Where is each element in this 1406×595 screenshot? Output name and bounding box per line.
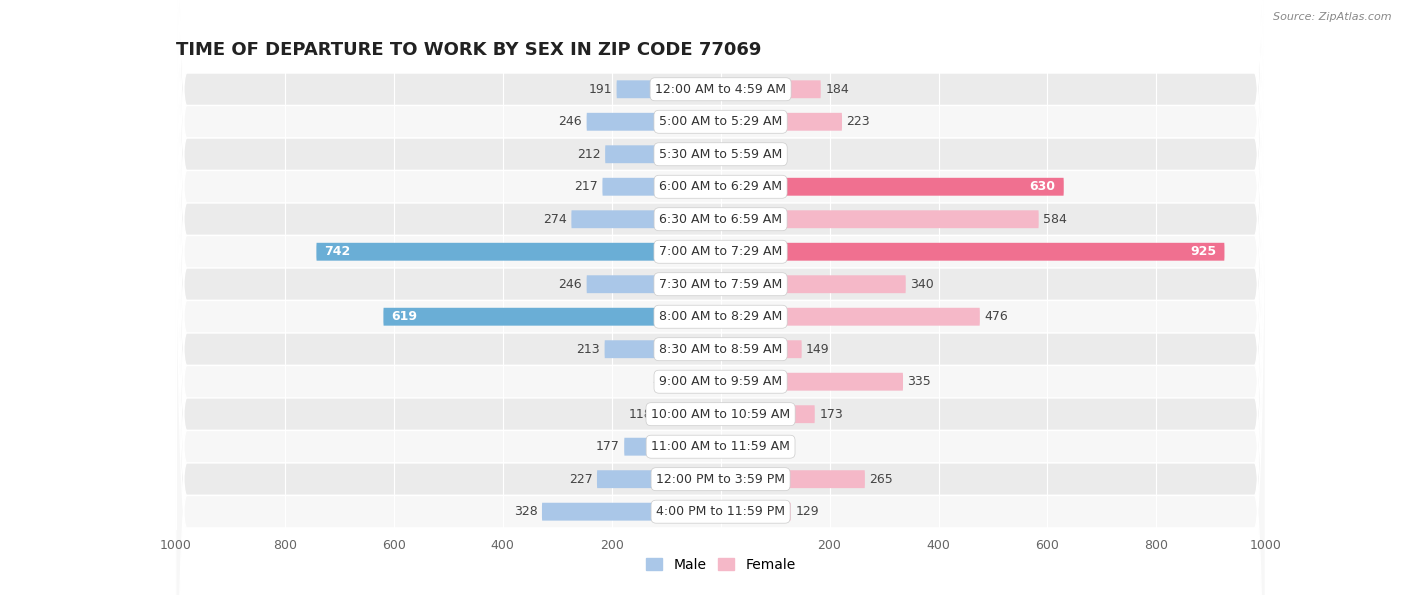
FancyBboxPatch shape (176, 0, 1265, 595)
FancyBboxPatch shape (598, 470, 721, 488)
Text: 4:00 PM to 11:59 PM: 4:00 PM to 11:59 PM (657, 505, 785, 518)
Text: 8:30 AM to 8:59 AM: 8:30 AM to 8:59 AM (659, 343, 782, 356)
Text: 177: 177 (596, 440, 620, 453)
FancyBboxPatch shape (616, 80, 721, 98)
FancyBboxPatch shape (176, 0, 1265, 595)
Text: 584: 584 (1043, 213, 1067, 226)
Text: 9:00 AM to 9:59 AM: 9:00 AM to 9:59 AM (659, 375, 782, 388)
FancyBboxPatch shape (176, 0, 1265, 595)
FancyBboxPatch shape (176, 0, 1265, 595)
Text: 10:00 AM to 10:59 AM: 10:00 AM to 10:59 AM (651, 408, 790, 421)
Text: 476: 476 (984, 310, 1008, 323)
FancyBboxPatch shape (721, 243, 1225, 261)
FancyBboxPatch shape (721, 373, 903, 391)
Text: 742: 742 (325, 245, 350, 258)
Text: 11:00 AM to 11:59 AM: 11:00 AM to 11:59 AM (651, 440, 790, 453)
FancyBboxPatch shape (176, 0, 1265, 595)
Text: 173: 173 (820, 408, 844, 421)
Text: 8:00 AM to 8:29 AM: 8:00 AM to 8:29 AM (659, 310, 782, 323)
FancyBboxPatch shape (176, 0, 1265, 595)
Text: 6:00 AM to 6:29 AM: 6:00 AM to 6:29 AM (659, 180, 782, 193)
Text: 12:00 PM to 3:59 PM: 12:00 PM to 3:59 PM (657, 472, 785, 486)
Text: 184: 184 (825, 83, 849, 96)
Text: 217: 217 (574, 180, 598, 193)
Text: 340: 340 (910, 278, 934, 291)
FancyBboxPatch shape (721, 405, 815, 423)
FancyBboxPatch shape (721, 178, 1064, 196)
FancyBboxPatch shape (605, 145, 721, 163)
Text: 630: 630 (1029, 180, 1056, 193)
FancyBboxPatch shape (721, 503, 790, 521)
FancyBboxPatch shape (176, 0, 1265, 595)
Text: 265: 265 (869, 472, 893, 486)
Text: TIME OF DEPARTURE TO WORK BY SEX IN ZIP CODE 77069: TIME OF DEPARTURE TO WORK BY SEX IN ZIP … (176, 40, 761, 59)
Text: 6:30 AM to 6:59 AM: 6:30 AM to 6:59 AM (659, 213, 782, 226)
Text: 36: 36 (745, 148, 761, 161)
FancyBboxPatch shape (384, 308, 721, 325)
FancyBboxPatch shape (602, 178, 721, 196)
Text: 223: 223 (846, 115, 870, 129)
FancyBboxPatch shape (624, 438, 721, 456)
Text: 5:00 AM to 5:29 AM: 5:00 AM to 5:29 AM (659, 115, 782, 129)
Text: 246: 246 (558, 115, 582, 129)
FancyBboxPatch shape (176, 0, 1265, 595)
FancyBboxPatch shape (541, 503, 721, 521)
FancyBboxPatch shape (721, 210, 1039, 228)
Text: Source: ZipAtlas.com: Source: ZipAtlas.com (1274, 12, 1392, 22)
FancyBboxPatch shape (176, 0, 1265, 595)
Legend: Male, Female: Male, Female (640, 553, 801, 578)
Text: 335: 335 (907, 375, 931, 388)
FancyBboxPatch shape (721, 80, 821, 98)
FancyBboxPatch shape (605, 340, 721, 358)
Text: 619: 619 (391, 310, 418, 323)
Text: 118: 118 (628, 408, 652, 421)
FancyBboxPatch shape (721, 340, 801, 358)
Text: 213: 213 (576, 343, 600, 356)
FancyBboxPatch shape (721, 113, 842, 131)
Text: 12:00 AM to 4:59 AM: 12:00 AM to 4:59 AM (655, 83, 786, 96)
FancyBboxPatch shape (176, 0, 1265, 595)
Text: 925: 925 (1191, 245, 1216, 258)
Text: 246: 246 (558, 278, 582, 291)
Text: 328: 328 (513, 505, 537, 518)
Text: 7:00 AM to 7:29 AM: 7:00 AM to 7:29 AM (659, 245, 782, 258)
FancyBboxPatch shape (721, 438, 749, 456)
Text: 191: 191 (589, 83, 612, 96)
Text: 88: 88 (652, 375, 668, 388)
Text: 274: 274 (543, 213, 567, 226)
FancyBboxPatch shape (721, 145, 740, 163)
FancyBboxPatch shape (672, 373, 721, 391)
FancyBboxPatch shape (176, 0, 1265, 595)
Text: 7:30 AM to 7:59 AM: 7:30 AM to 7:59 AM (659, 278, 782, 291)
FancyBboxPatch shape (721, 275, 905, 293)
Text: 212: 212 (576, 148, 600, 161)
Text: 227: 227 (569, 472, 592, 486)
FancyBboxPatch shape (176, 0, 1265, 595)
FancyBboxPatch shape (721, 470, 865, 488)
FancyBboxPatch shape (316, 243, 721, 261)
Text: 129: 129 (796, 505, 818, 518)
FancyBboxPatch shape (721, 308, 980, 325)
FancyBboxPatch shape (176, 0, 1265, 595)
FancyBboxPatch shape (586, 113, 721, 131)
FancyBboxPatch shape (176, 0, 1265, 595)
FancyBboxPatch shape (571, 210, 721, 228)
Text: 53: 53 (754, 440, 769, 453)
Text: 149: 149 (806, 343, 830, 356)
FancyBboxPatch shape (657, 405, 721, 423)
Text: 5:30 AM to 5:59 AM: 5:30 AM to 5:59 AM (659, 148, 782, 161)
FancyBboxPatch shape (586, 275, 721, 293)
